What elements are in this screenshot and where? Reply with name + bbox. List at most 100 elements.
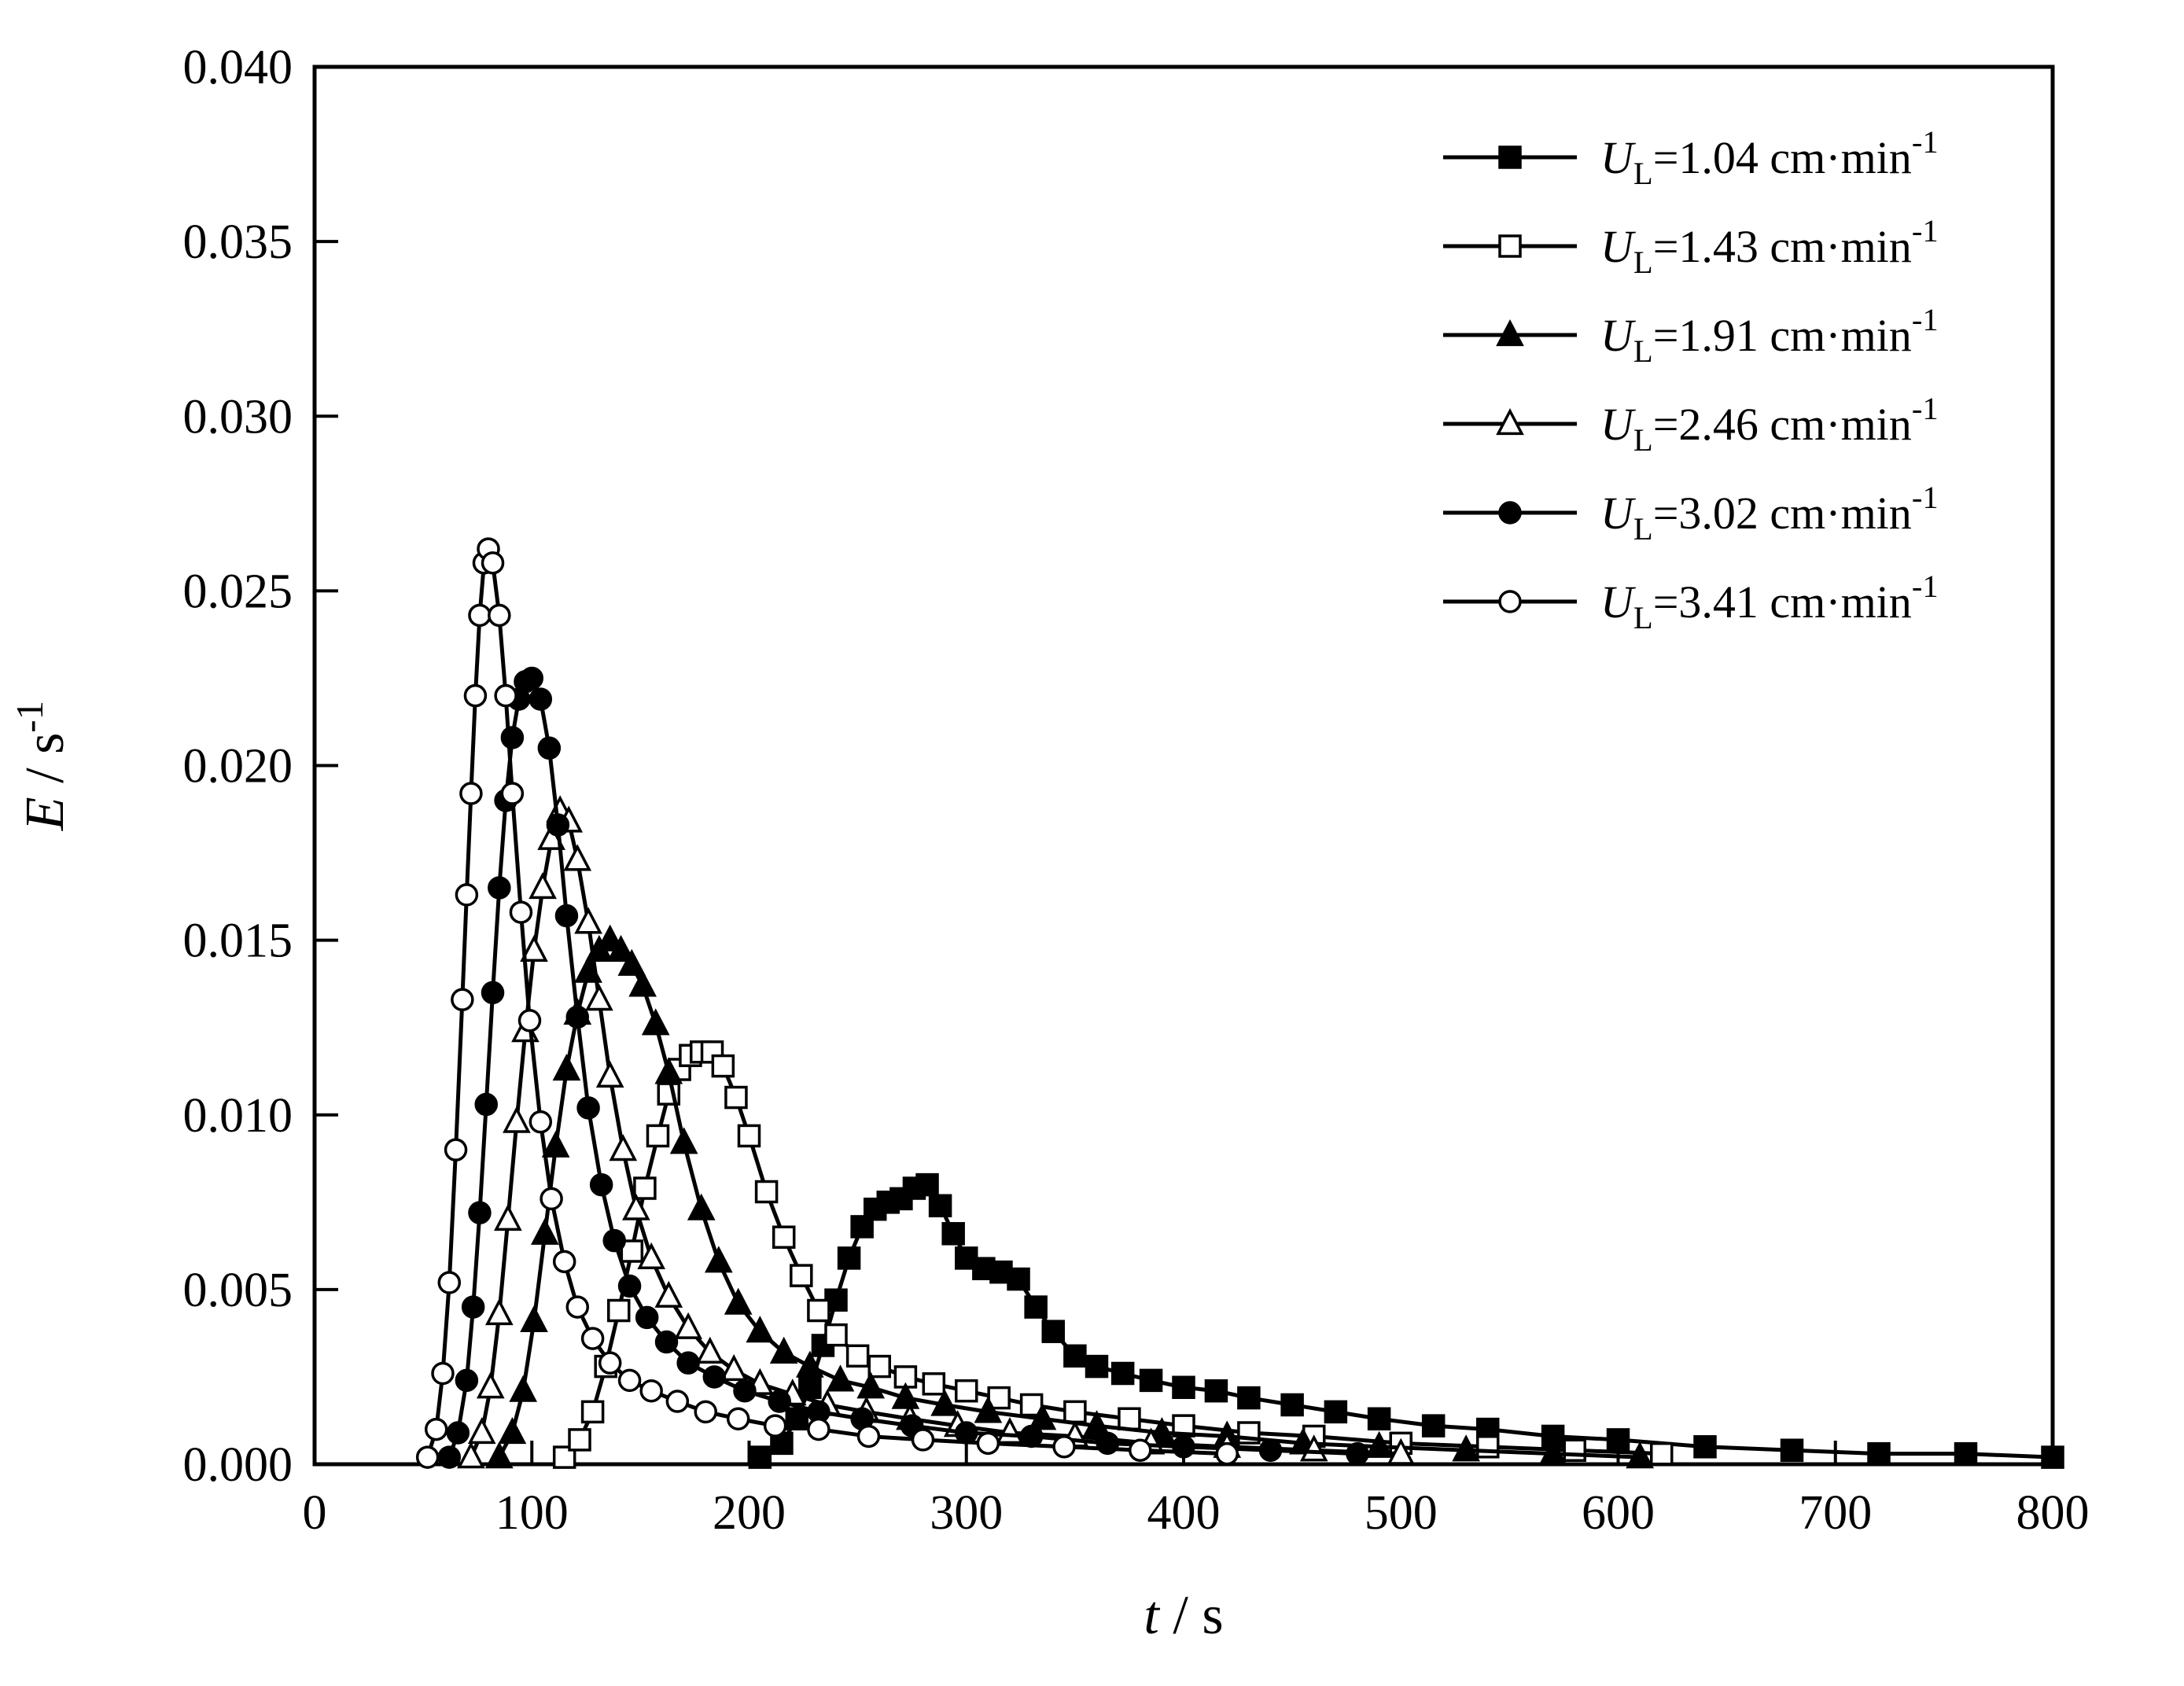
legend-label: UL=1.91 cm·min-1	[1600, 302, 1939, 369]
series-marker	[565, 1005, 590, 1029]
series-marker	[746, 1316, 775, 1343]
series-marker	[529, 1110, 553, 1134]
series-marker	[503, 1106, 531, 1133]
series-1.91	[484, 924, 1654, 1469]
legend-label: UL=1.43 cm·min-1	[1600, 213, 1939, 280]
series-marker	[1110, 1361, 1135, 1386]
series-marker	[867, 1354, 891, 1379]
series-line	[497, 938, 1642, 1460]
series-marker	[1085, 1354, 1109, 1379]
series-1.43	[552, 1040, 1674, 1469]
series-marker	[1324, 1400, 1348, 1424]
legend-item: UL=1.04 cm·min-1	[1443, 124, 1939, 191]
series-marker	[772, 1225, 796, 1249]
series-marker	[1041, 1320, 1065, 1343]
series-marker	[552, 1053, 581, 1081]
series-marker	[856, 1371, 886, 1399]
series-marker	[928, 1194, 952, 1218]
series-marker	[976, 1431, 1000, 1456]
series-marker	[837, 1246, 861, 1270]
x-tick-label: 200	[713, 1486, 786, 1540]
series-marker	[1118, 1407, 1141, 1430]
x-tick-label: 400	[1147, 1486, 1221, 1540]
series-line	[757, 1183, 2055, 1460]
series-marker	[589, 1172, 613, 1197]
series-marker	[891, 1382, 920, 1409]
series-marker	[633, 1176, 657, 1200]
series-marker	[574, 907, 602, 934]
series-marker	[468, 603, 492, 628]
series-marker	[1204, 1379, 1228, 1403]
series-marker	[540, 1187, 563, 1211]
series-marker	[1007, 1267, 1030, 1291]
series-marker	[585, 984, 613, 1011]
series-marker	[1421, 1414, 1446, 1438]
legend-item: UL=3.02 cm·min-1	[1443, 480, 1939, 547]
series-marker	[455, 1368, 479, 1393]
x-tick-label: 700	[1799, 1486, 1872, 1540]
series-marker	[724, 1085, 748, 1110]
series-marker	[554, 904, 579, 928]
series-marker	[628, 970, 657, 997]
series-marker	[509, 900, 533, 924]
series-marker	[431, 1361, 455, 1386]
series-marker	[768, 1390, 791, 1413]
series-marker	[974, 1396, 1003, 1423]
series-marker	[1052, 1435, 1076, 1459]
series-marker	[1563, 1438, 1586, 1462]
series-marker	[798, 1375, 822, 1400]
series-marker	[529, 687, 553, 711]
y-tick-label: 0.030	[183, 390, 293, 444]
series-marker	[1626, 1441, 1654, 1469]
series-marker	[437, 1445, 462, 1469]
y-tick-label: 0.000	[183, 1438, 293, 1492]
series-marker	[476, 1371, 505, 1399]
x-axis-label: t / s	[1144, 1585, 1223, 1646]
series-marker	[824, 1323, 848, 1347]
series-marker	[576, 1096, 600, 1120]
series-marker	[1258, 1438, 1283, 1462]
series-marker	[856, 1424, 881, 1449]
series-marker	[481, 981, 505, 1005]
series-marker	[622, 1193, 650, 1220]
series-marker	[635, 1305, 659, 1330]
series-marker	[607, 1298, 631, 1323]
series-marker	[1346, 1441, 1369, 1466]
y-tick-label: 0.005	[183, 1264, 293, 1317]
series-marker	[639, 1379, 663, 1403]
x-tick-label: 0	[303, 1486, 327, 1540]
series-marker	[468, 1201, 492, 1224]
series-marker	[1237, 1386, 1261, 1410]
series-marker	[617, 1368, 642, 1393]
series-marker	[654, 1057, 683, 1084]
series-marker	[617, 1274, 642, 1298]
series-marker	[733, 1379, 757, 1403]
legend-label: UL=3.41 cm·min-1	[1600, 569, 1939, 635]
series-marker	[1063, 1400, 1087, 1424]
series-marker	[520, 934, 548, 963]
series-marker	[1954, 1441, 1978, 1466]
series-3.02	[437, 666, 1369, 1469]
series-marker	[695, 1336, 724, 1364]
series-marker	[687, 1193, 716, 1220]
y-tick-label: 0.035	[183, 215, 293, 269]
series-marker	[595, 924, 624, 952]
y-tick-label: 0.010	[183, 1089, 293, 1143]
series-marker	[437, 1271, 462, 1294]
series-marker	[1139, 1368, 1163, 1393]
series-marker	[488, 876, 511, 900]
y-axis-label: E / s-1	[8, 701, 76, 831]
series-3.41	[415, 537, 1239, 1469]
x-tick-label: 100	[495, 1486, 569, 1540]
series-marker	[1028, 1403, 1057, 1430]
series-marker	[748, 1445, 772, 1469]
x-tick-label: 300	[930, 1486, 1003, 1540]
series-marker	[617, 948, 646, 976]
series-marker	[807, 1417, 831, 1441]
series-marker	[563, 844, 592, 871]
series-marker	[654, 1280, 683, 1308]
series-marker	[602, 1228, 626, 1253]
series-marker	[669, 1127, 698, 1154]
